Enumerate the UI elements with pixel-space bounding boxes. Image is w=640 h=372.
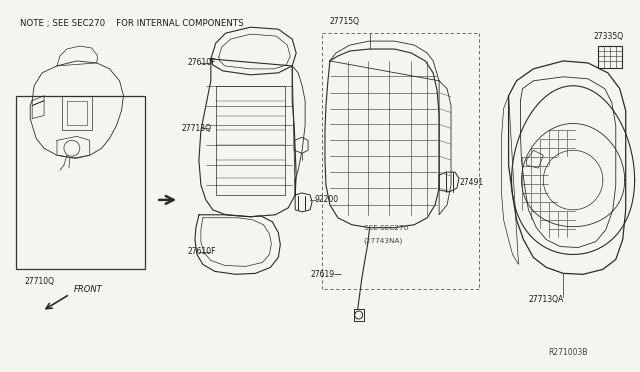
Text: 27715Q: 27715Q: [330, 17, 360, 26]
Text: 27610F: 27610F: [187, 58, 216, 67]
Text: 27491: 27491: [460, 177, 484, 186]
Text: R271003B: R271003B: [548, 348, 588, 357]
Text: 27619—: 27619—: [310, 270, 342, 279]
Text: (27743NA): (27743NA): [364, 237, 403, 244]
Text: FRONT: FRONT: [74, 285, 102, 294]
Text: 27710Q: 27710Q: [24, 277, 54, 286]
Bar: [16, 96, 145, 269]
Text: SEE SEC270: SEE SEC270: [364, 225, 408, 231]
Text: 27610F: 27610F: [187, 247, 216, 256]
Text: 92200: 92200: [314, 195, 338, 204]
Text: 27713Q: 27713Q: [181, 124, 211, 133]
Text: NOTE ; SEE SEC270    FOR INTERNAL COMPONENTS: NOTE ; SEE SEC270 FOR INTERNAL COMPONENT…: [20, 19, 244, 28]
Text: 27713QA: 27713QA: [529, 295, 564, 304]
Text: 27335Q: 27335Q: [594, 32, 624, 41]
